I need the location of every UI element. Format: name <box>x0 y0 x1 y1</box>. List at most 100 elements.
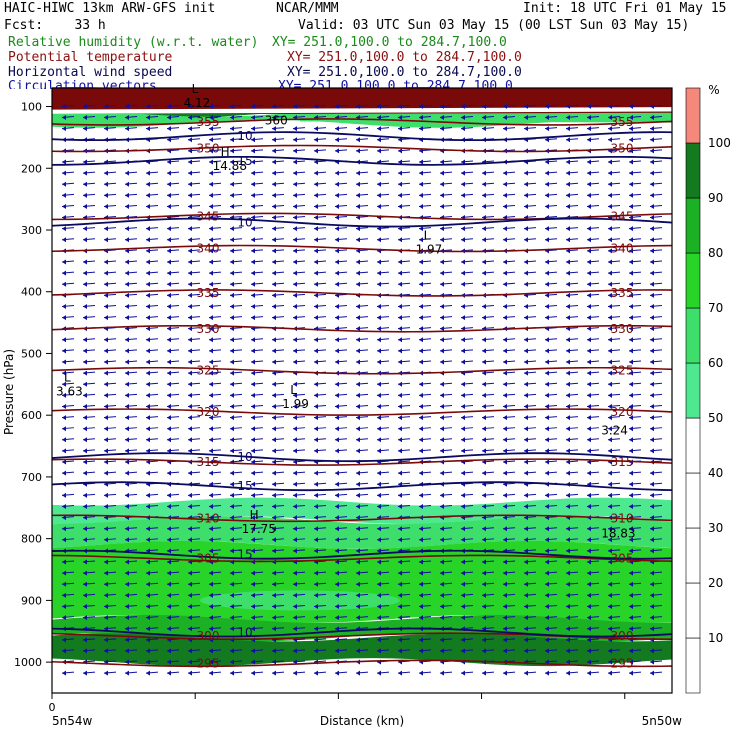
circulation-vector <box>103 459 117 465</box>
circulation-vector <box>418 537 432 543</box>
circulation-vector <box>334 348 348 354</box>
vector-head <box>293 192 297 198</box>
vector-head <box>503 592 507 598</box>
circulation-vector <box>103 403 117 409</box>
vector-head <box>251 103 255 109</box>
circulation-vector <box>355 403 369 409</box>
circulation-vector <box>544 592 558 598</box>
theta-contour-label: 300 <box>611 629 634 643</box>
circulation-vector <box>208 270 222 276</box>
vector-head <box>83 103 87 109</box>
vector-head <box>62 126 66 132</box>
circulation-vector <box>271 203 285 209</box>
circulation-vector <box>544 126 558 132</box>
circulation-vector <box>586 337 600 343</box>
circulation-vector <box>187 570 201 576</box>
circulation-vector <box>397 148 411 154</box>
vector-head <box>398 303 402 309</box>
vector-head <box>356 203 360 209</box>
circulation-vector <box>271 670 285 676</box>
circulation-vector <box>61 270 75 276</box>
vector-head <box>440 470 444 476</box>
vector-head <box>398 281 402 287</box>
vector-head <box>629 615 633 621</box>
theta-contour-label: 335 <box>611 286 634 300</box>
vector-head <box>62 637 66 643</box>
circulation-vector <box>418 115 432 121</box>
wind-speed-contour-line <box>51 481 673 492</box>
vector-head <box>419 237 423 243</box>
vector-head <box>629 537 633 543</box>
vector-head <box>461 670 465 676</box>
circulation-vector <box>649 548 663 554</box>
vector-head <box>608 659 612 665</box>
circulation-vector <box>481 303 495 309</box>
vector-head <box>587 326 591 332</box>
circulation-vector <box>250 626 264 632</box>
vector-head <box>314 592 318 598</box>
circulation-vector <box>544 237 558 243</box>
circulation-vector <box>145 126 159 132</box>
vector-head <box>314 270 318 276</box>
circulation-vector <box>82 415 96 421</box>
y-tick-label: 600 <box>21 409 42 422</box>
vector-head <box>461 615 465 621</box>
circulation-vector <box>439 670 453 676</box>
circulation-vector <box>523 448 537 454</box>
vector-head <box>482 515 486 521</box>
vector-head <box>629 659 633 665</box>
circulation-vector <box>271 103 285 109</box>
circulation-vector <box>355 592 369 598</box>
vector-head <box>104 315 108 321</box>
vector-head <box>503 537 507 543</box>
vector-head <box>188 192 192 198</box>
vector-head <box>524 115 528 121</box>
circulation-vector <box>460 570 474 576</box>
vector-head <box>629 603 633 609</box>
vector-head <box>314 448 318 454</box>
vector-head <box>209 159 213 165</box>
vector-head <box>146 537 150 543</box>
circulation-vector <box>586 437 600 443</box>
wind-speed-contour-line <box>51 131 673 142</box>
vector-head <box>104 648 108 654</box>
circulation-vector <box>124 248 138 254</box>
circulation-vector <box>61 103 75 109</box>
circulation-vector <box>628 237 642 243</box>
vector-head <box>566 381 570 387</box>
vector-head <box>419 115 423 121</box>
vector-head <box>524 548 528 554</box>
circulation-vector <box>166 415 180 421</box>
vector-head <box>167 315 171 321</box>
circulation-vector <box>313 181 327 187</box>
vector-head <box>167 492 171 498</box>
circulation-vector <box>334 670 348 676</box>
vector-head <box>314 103 318 109</box>
circulation-vector <box>460 115 474 121</box>
vector-head <box>209 326 213 332</box>
circulation-vector <box>649 470 663 476</box>
circulation-vector <box>187 415 201 421</box>
circulation-vector <box>103 281 117 287</box>
circulation-vector <box>502 437 516 443</box>
vector-head <box>125 570 129 576</box>
circulation-vector <box>250 515 264 521</box>
vector-head <box>83 381 87 387</box>
vector-head <box>62 470 66 476</box>
wind-speed-contour-line <box>51 549 673 560</box>
circulation-vector <box>145 248 159 254</box>
vector-head <box>461 392 465 398</box>
vector-head <box>335 315 339 321</box>
vector-head <box>650 137 654 143</box>
vector-head <box>356 248 360 254</box>
circulation-vector <box>523 526 537 532</box>
circulation-vector <box>607 670 621 676</box>
vector-head <box>503 492 507 498</box>
circulation-vector <box>565 170 579 176</box>
vector-head <box>125 103 129 109</box>
vector-head <box>125 437 129 443</box>
circulation-vector <box>250 259 264 265</box>
circulation-vector <box>208 126 222 132</box>
vector-head <box>293 281 297 287</box>
circulation-vector <box>355 270 369 276</box>
